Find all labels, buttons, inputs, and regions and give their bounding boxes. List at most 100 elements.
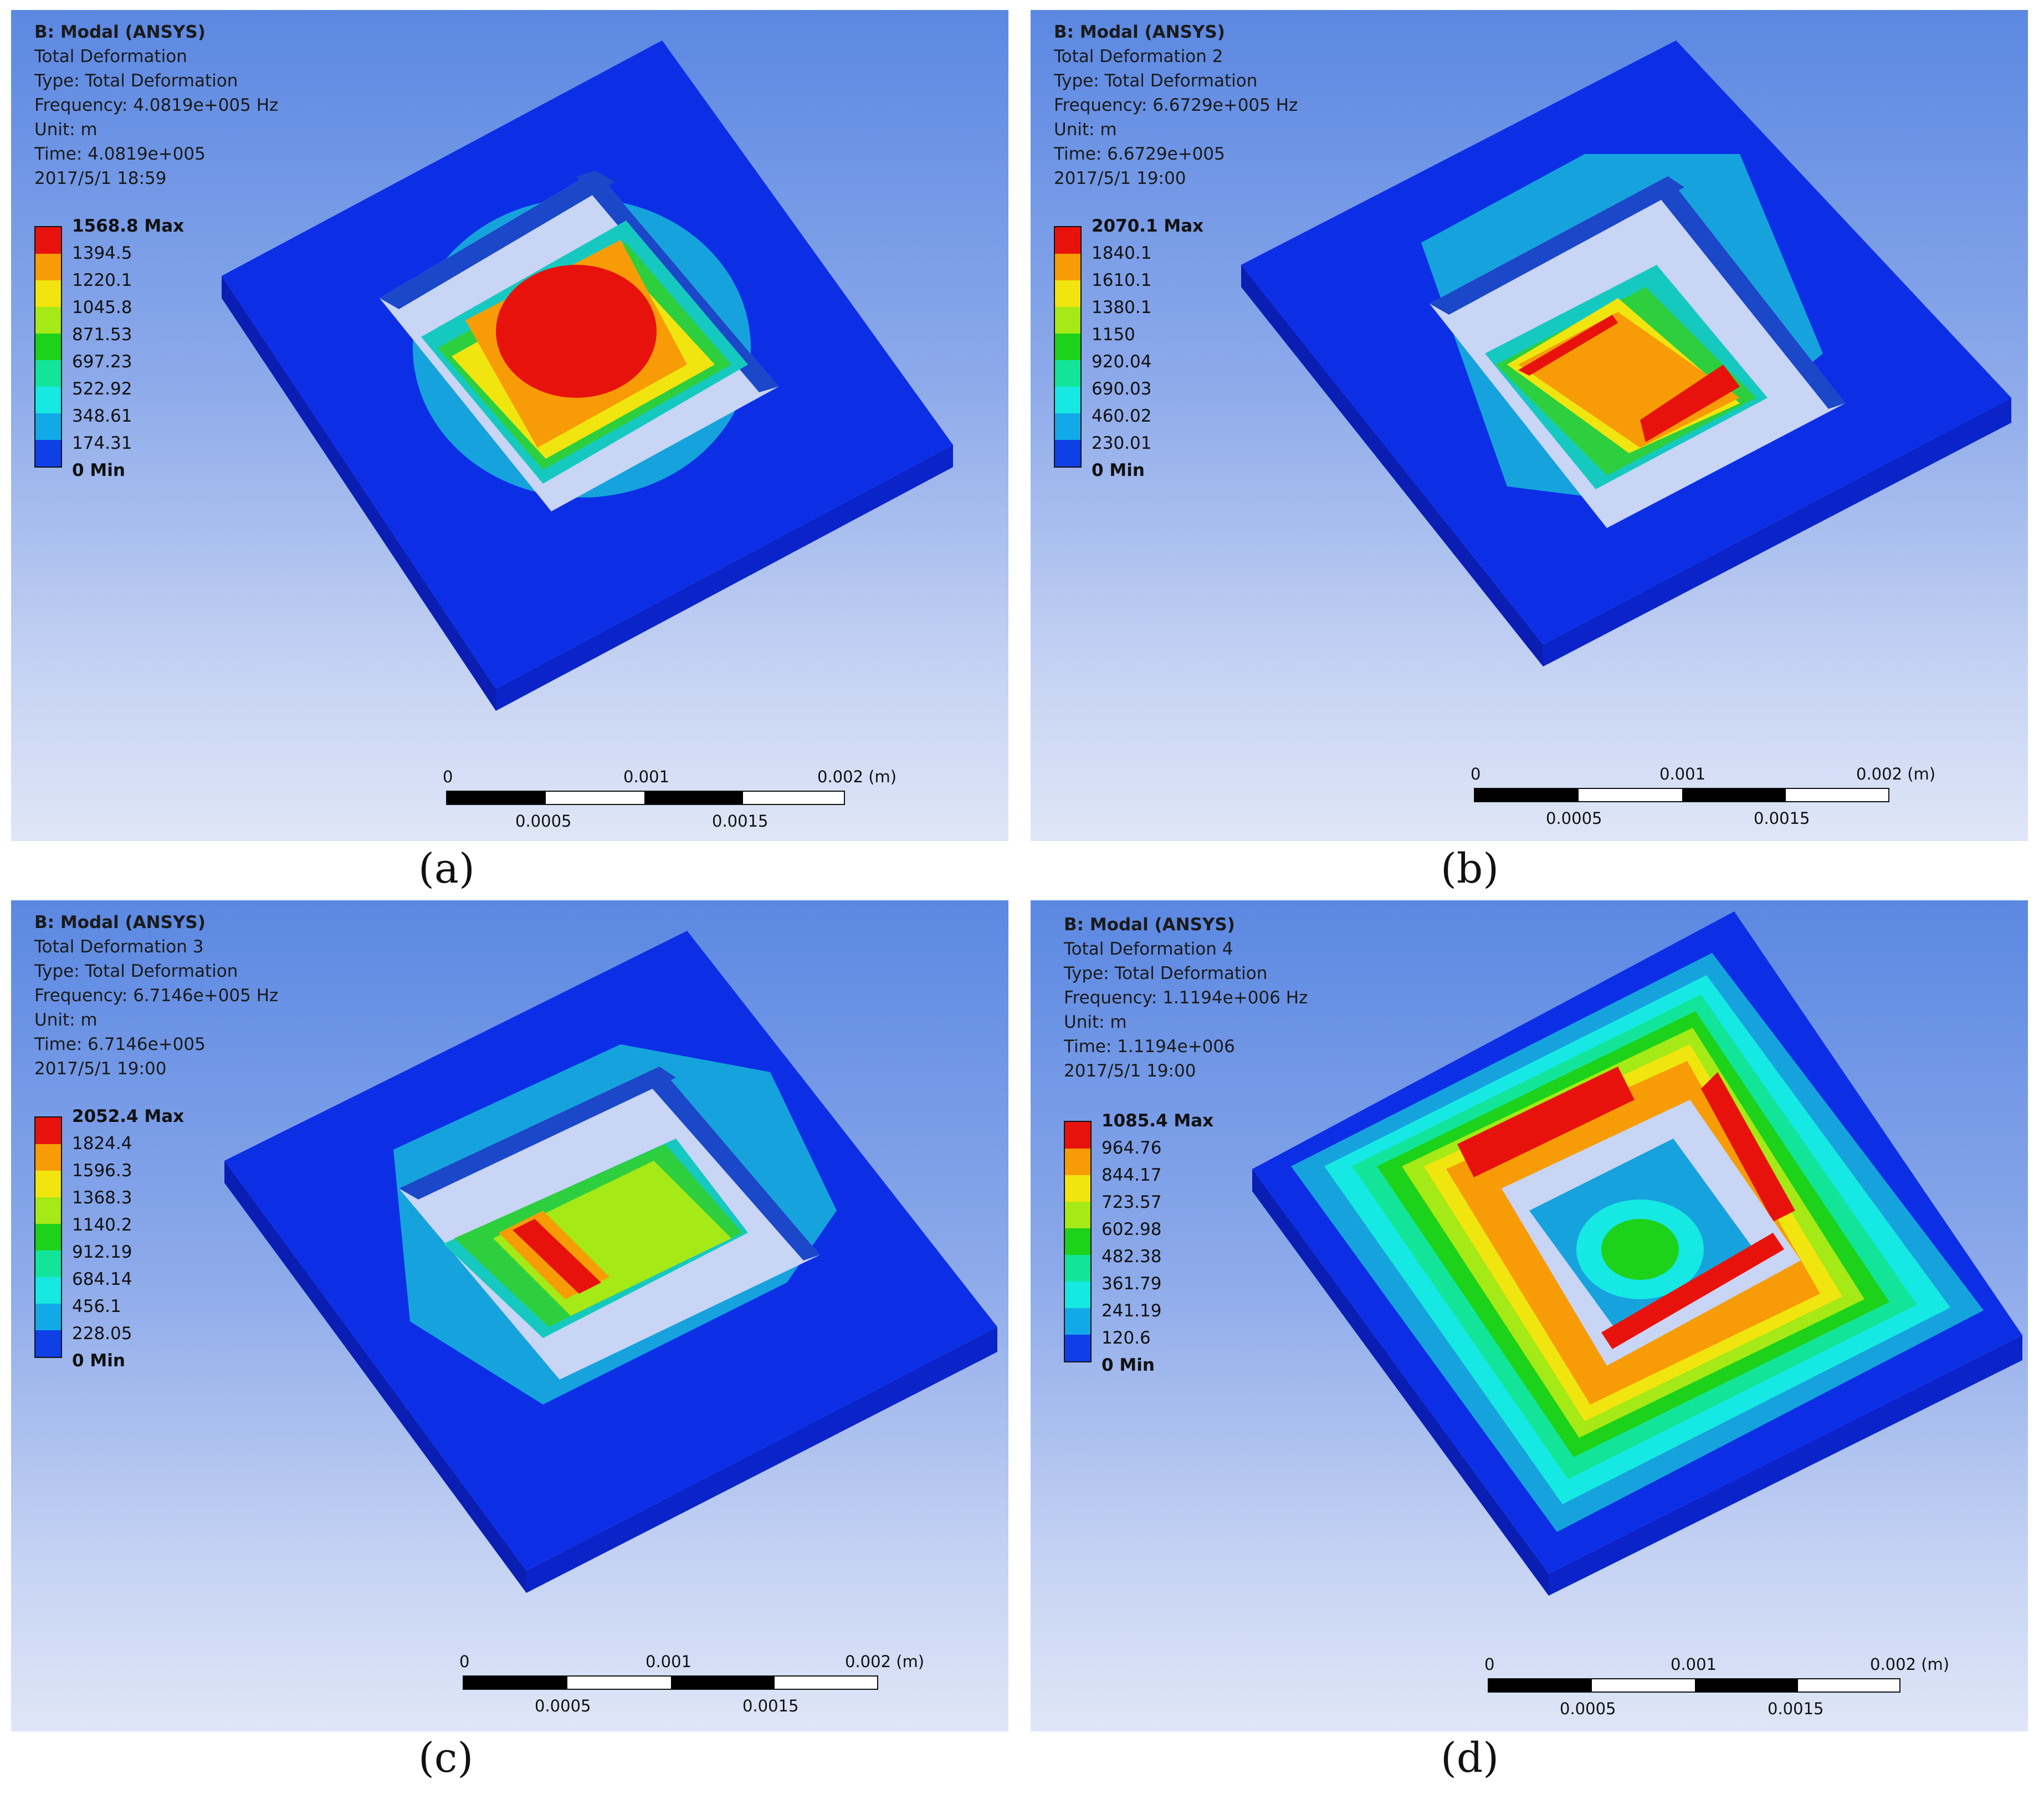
legend-value: 1368.3 bbox=[72, 1188, 132, 1208]
legend-value: 241.19 bbox=[1102, 1301, 1162, 1321]
legend-value: 1596.3 bbox=[72, 1161, 132, 1181]
legend-value: 228.05 bbox=[72, 1324, 132, 1344]
legend-colorbar bbox=[1054, 226, 1082, 468]
legend-max: 2070.1 Max bbox=[1092, 216, 1204, 236]
scale-tick: 0.0015 bbox=[1754, 809, 1810, 828]
scale-tick: 0.002 (m) bbox=[817, 767, 897, 786]
legend-max: 1568.8 Max bbox=[72, 216, 185, 236]
legend-value: 1220.1 bbox=[72, 270, 132, 290]
legend-min: 0 Min bbox=[1102, 1355, 1155, 1375]
legend-value: 602.98 bbox=[1102, 1219, 1162, 1239]
scale-tick: 0.0005 bbox=[1546, 809, 1602, 828]
info-date: 2017/5/1 18:59 bbox=[34, 168, 167, 188]
scale-tick: 0 bbox=[459, 1652, 470, 1671]
info-result-name: Total Deformation 2 bbox=[1054, 47, 1223, 66]
legend-value: 684.14 bbox=[72, 1269, 132, 1289]
info-block-c: B: Modal (ANSYS) Total Deformation 3 Typ… bbox=[34, 910, 278, 1081]
legend-value: 120.6 bbox=[1102, 1328, 1151, 1348]
info-type: Type: Total Deformation bbox=[1054, 71, 1258, 91]
scale-tick: 0.0005 bbox=[515, 812, 572, 831]
legend-value: 690.03 bbox=[1092, 379, 1152, 399]
legend-max: 2052.4 Max bbox=[72, 1106, 185, 1126]
legend-value: 230.01 bbox=[1092, 433, 1152, 453]
info-date: 2017/5/1 19:00 bbox=[34, 1059, 167, 1079]
scale-tick: 0.001 bbox=[1659, 765, 1706, 783]
info-frequency: Frequency: 4.0819e+005 Hz bbox=[34, 95, 279, 115]
info-type: Type: Total Deformation bbox=[34, 961, 238, 981]
model-view-b bbox=[1241, 40, 2011, 667]
legend-min: 0 Min bbox=[72, 460, 125, 480]
panel-b: B: Modal (ANSYS) Total Deformation 2 Typ… bbox=[1031, 10, 2028, 841]
scale-tick: 0 bbox=[443, 767, 453, 786]
scale-tick: 0 bbox=[1484, 1655, 1495, 1674]
panel-d: B: Modal (ANSYS) Total Deformation 4 Typ… bbox=[1031, 900, 2028, 1731]
info-type: Type: Total Deformation bbox=[34, 71, 238, 91]
info-title: B: Modal (ANSYS) bbox=[34, 22, 206, 42]
scale-bar-a: 0 0.001 0.002 (m) 0.0005 0.0015 bbox=[443, 767, 897, 831]
model-view-c bbox=[224, 931, 997, 1593]
info-time: Time: 6.7146e+005 bbox=[34, 1034, 206, 1054]
caption-b: (b) bbox=[1441, 845, 1499, 893]
caption-a: (a) bbox=[418, 845, 475, 893]
legend-value: 522.92 bbox=[72, 379, 132, 399]
info-title: B: Modal (ANSYS) bbox=[1054, 22, 1225, 42]
info-date: 2017/5/1 19:00 bbox=[1064, 1061, 1196, 1081]
scale-tick: 0.0005 bbox=[1560, 1699, 1616, 1718]
legend-colorbar bbox=[34, 226, 62, 468]
info-frequency: Frequency: 6.6729e+005 Hz bbox=[1054, 95, 1298, 115]
scale-tick: 0.001 bbox=[623, 767, 670, 786]
scale-bar-graphic bbox=[1474, 788, 1889, 802]
legend-value: 1380.1 bbox=[1092, 298, 1152, 317]
caption-c: (c) bbox=[418, 1734, 474, 1782]
info-title: B: Modal (ANSYS) bbox=[34, 913, 206, 932]
scale-bar-graphic bbox=[1488, 1678, 1900, 1693]
legend-value: 697.23 bbox=[72, 352, 132, 372]
legend-value: 1140.2 bbox=[72, 1215, 132, 1235]
scale-tick: 0.0015 bbox=[712, 812, 769, 831]
info-time: Time: 1.1194e+006 bbox=[1064, 1037, 1235, 1057]
info-block-a: B: Modal (ANSYS) Total Deformation Type:… bbox=[34, 20, 278, 191]
legend-value: 1840.1 bbox=[1092, 243, 1152, 263]
info-date: 2017/5/1 19:00 bbox=[1054, 168, 1186, 188]
info-result-name: Total Deformation bbox=[34, 47, 187, 66]
info-unit: Unit: m bbox=[1064, 1012, 1127, 1032]
scale-tick: 0.0015 bbox=[742, 1696, 799, 1715]
info-unit: Unit: m bbox=[34, 120, 98, 140]
legend-value: 456.1 bbox=[72, 1296, 121, 1316]
scale-bar-graphic bbox=[463, 1675, 878, 1690]
panel-c: B: Modal (ANSYS) Total Deformation 3 Typ… bbox=[11, 900, 1008, 1731]
legend-value: 964.76 bbox=[1102, 1138, 1162, 1158]
info-unit: Unit: m bbox=[34, 1010, 98, 1030]
info-result-name: Total Deformation 3 bbox=[34, 937, 204, 957]
info-unit: Unit: m bbox=[1054, 120, 1117, 140]
legend-value: 920.04 bbox=[1092, 352, 1152, 372]
legend-value: 1610.1 bbox=[1092, 270, 1152, 290]
info-block-b: B: Modal (ANSYS) Total Deformation 2 Typ… bbox=[1054, 20, 1298, 191]
legend-value: 361.79 bbox=[1102, 1274, 1162, 1294]
scale-bar-graphic bbox=[446, 791, 845, 805]
scale-bar-c: 0 0.001 0.002 (m) 0.0005 0.0015 bbox=[459, 1652, 924, 1715]
legend-value: 723.57 bbox=[1102, 1192, 1162, 1212]
legend-value: 460.02 bbox=[1092, 406, 1152, 426]
legend-value: 912.19 bbox=[72, 1242, 132, 1262]
legend-max: 1085.4 Max bbox=[1102, 1111, 1214, 1131]
legend-value: 1394.5 bbox=[72, 243, 132, 263]
legend-colorbar bbox=[1064, 1121, 1092, 1362]
info-title: B: Modal (ANSYS) bbox=[1064, 915, 1235, 935]
caption-d: (d) bbox=[1441, 1734, 1499, 1782]
legend-value: 1045.8 bbox=[72, 298, 132, 317]
scale-tick: 0.0005 bbox=[535, 1696, 591, 1715]
scale-tick: 0.001 bbox=[646, 1652, 692, 1671]
scale-tick: 0 bbox=[1471, 765, 1481, 783]
scale-tick: 0.002 (m) bbox=[1870, 1655, 1950, 1674]
info-frequency: Frequency: 6.7146e+005 Hz bbox=[34, 986, 279, 1006]
legend-value: 1150 bbox=[1092, 325, 1135, 345]
legend-min: 0 Min bbox=[72, 1351, 125, 1371]
legend-min: 0 Min bbox=[1092, 460, 1145, 480]
info-time: Time: 6.6729e+005 bbox=[1054, 144, 1225, 164]
legend-value: 844.17 bbox=[1102, 1165, 1162, 1185]
panel-a: B: Modal (ANSYS) Total Deformation Type:… bbox=[11, 10, 1008, 841]
scale-tick: 0.001 bbox=[1671, 1655, 1717, 1674]
legend-value: 482.38 bbox=[1102, 1247, 1162, 1267]
scale-bar-d: 0 0.001 0.002 (m) 0.0005 0.0015 bbox=[1484, 1655, 1949, 1718]
